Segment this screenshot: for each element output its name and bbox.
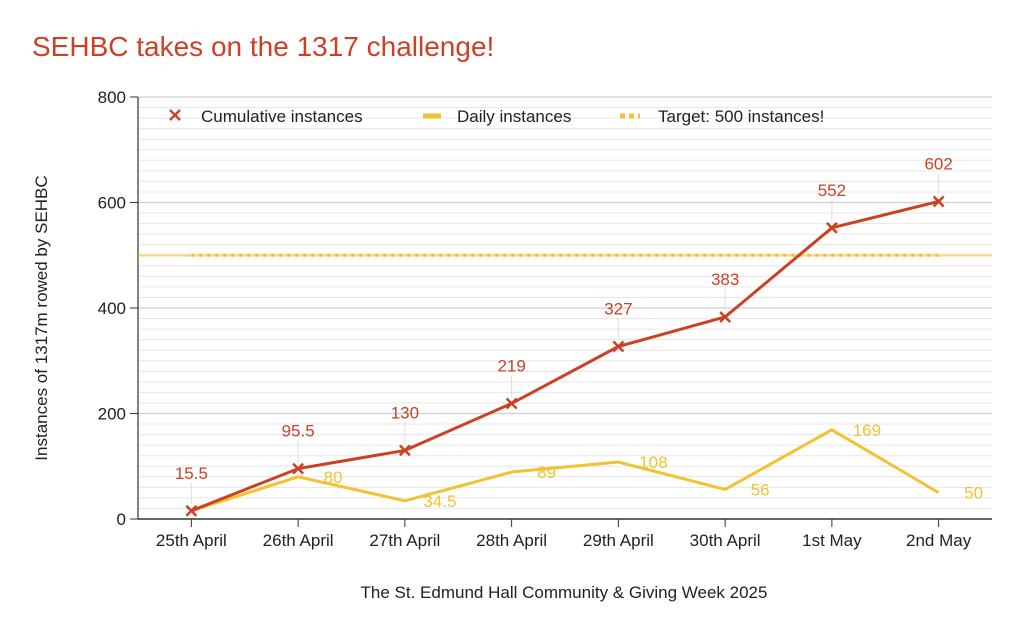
point-marker-stroke bbox=[292, 462, 305, 475]
daily-data-label: 56 bbox=[751, 480, 770, 499]
legend-item-daily: Daily instances bbox=[423, 107, 571, 126]
point-marker-stroke bbox=[398, 444, 411, 457]
cumulative-point bbox=[932, 195, 945, 208]
legend-item-target: Target: 500 instances! bbox=[620, 107, 824, 126]
x-tick-label: 2nd May bbox=[906, 531, 972, 550]
cumulative-point bbox=[825, 221, 838, 234]
legend-item-cumulative: Cumulative instances bbox=[169, 107, 363, 126]
x-tick-label: 27th April bbox=[369, 531, 440, 550]
point-marker-stroke bbox=[612, 340, 625, 353]
cumulative-data-label: 219 bbox=[497, 356, 525, 375]
y-tick-label: 600 bbox=[98, 194, 126, 213]
daily-data-label: 34.5 bbox=[423, 492, 456, 511]
x-tick-label: 26th April bbox=[263, 531, 334, 550]
x-tick-label: 1st May bbox=[802, 531, 862, 550]
cumulative-point bbox=[292, 462, 305, 475]
x-tick-label: 28th April bbox=[476, 531, 547, 550]
chart-title: SEHBC takes on the 1317 challenge! bbox=[32, 31, 494, 62]
daily-data-label: 50 bbox=[964, 484, 983, 503]
daily-data-label: 89 bbox=[537, 463, 556, 482]
cumulative-point bbox=[505, 397, 518, 410]
grid bbox=[138, 96, 992, 509]
y-tick-label: 200 bbox=[98, 405, 126, 424]
point-marker-stroke bbox=[719, 311, 732, 323]
daily-instances-line bbox=[190, 428, 940, 513]
cumulative-point bbox=[612, 340, 625, 353]
daily-data-label: 108 bbox=[639, 453, 667, 472]
y-tick-label: 400 bbox=[98, 299, 126, 318]
x-tick-label: 25th April bbox=[156, 531, 227, 550]
cumulative-data-label: 327 bbox=[604, 300, 632, 319]
x-axis-title: The St. Edmund Hall Community & Giving W… bbox=[361, 583, 768, 602]
legend-x-marker bbox=[169, 109, 181, 121]
legend-label: Target: 500 instances! bbox=[658, 107, 824, 126]
daily-data-label: 169 bbox=[853, 421, 881, 440]
cumulative-data-label: 95.5 bbox=[282, 422, 315, 441]
legend-label: Cumulative instances bbox=[201, 107, 363, 126]
cumulative-point bbox=[398, 444, 411, 457]
y-tick-label: 0 bbox=[117, 510, 126, 529]
point-marker-stroke bbox=[825, 221, 838, 234]
axes: 0 200 400 600 800 25th April 26th April 27th Ap… bbox=[98, 88, 992, 550]
data-labels: 15.5 95.5 130 219 327 383 552 602 80 34.5 89 108 56 1… bbox=[175, 154, 983, 510]
cumulative-instances-line bbox=[190, 199, 939, 513]
legend-label: Daily instances bbox=[457, 107, 571, 126]
point-marker-stroke bbox=[185, 504, 198, 517]
legend: Cumulative instances Daily instances Targe… bbox=[169, 107, 824, 126]
cumulative-point bbox=[185, 504, 198, 517]
cumulative-data-label: 602 bbox=[924, 154, 952, 173]
x-tick-label: 29th April bbox=[583, 531, 654, 550]
cumulative-data-label: 130 bbox=[391, 403, 419, 422]
point-marker-stroke bbox=[505, 397, 518, 410]
cumulative-point bbox=[719, 311, 732, 323]
x-tick-label: 30th April bbox=[690, 531, 761, 550]
daily-data-label: 80 bbox=[324, 468, 343, 487]
cumulative-data-label: 383 bbox=[711, 270, 739, 289]
y-axis-title: Instances of 1317m rowed by SEHBC bbox=[32, 175, 51, 460]
y-tick-label: 800 bbox=[98, 88, 126, 107]
cumulative-data-label: 15.5 bbox=[175, 464, 208, 483]
point-marker-stroke bbox=[932, 195, 945, 208]
cumulative-data-label: 552 bbox=[818, 181, 846, 200]
series-group bbox=[185, 195, 945, 517]
